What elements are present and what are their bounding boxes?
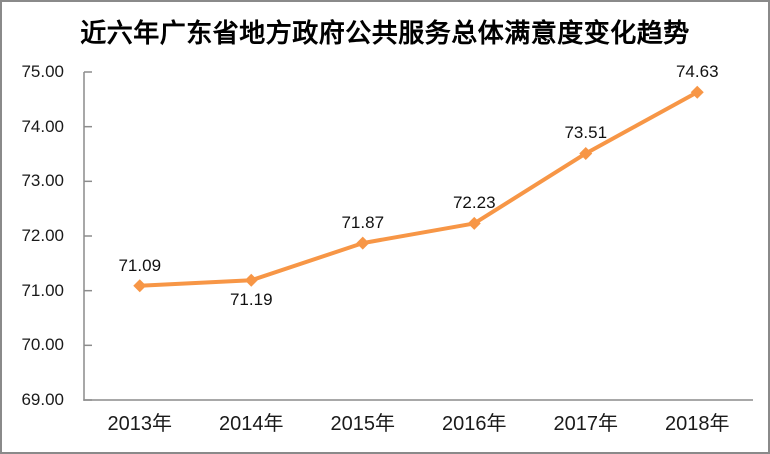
diamond-marker-icon: [579, 146, 593, 160]
diamond-marker-icon: [244, 273, 258, 287]
y-axis-tick-label: 70.00: [21, 335, 64, 355]
diamond-marker-icon: [467, 216, 481, 230]
x-axis-category-label: 2013年: [107, 413, 173, 435]
x-axis-category-label: 2014年: [219, 413, 284, 435]
x-axis-category-label: 2018年: [665, 413, 730, 435]
y-axis-tick-label: 69.00: [21, 390, 64, 409]
diamond-marker-icon: [356, 236, 370, 250]
chart-title: 近六年广东省地方政府公共服务总体满意度变化趋势: [80, 19, 690, 48]
data-label: 74.63: [675, 62, 719, 82]
x-axis-category-label: 2015年: [330, 413, 396, 435]
x-axis-category-label: 2017年: [553, 413, 619, 435]
y-axis-tick-label: 71.00: [21, 280, 64, 300]
y-axis-tick-label: 72.00: [21, 226, 64, 245]
x-axis-category-label: 2016年: [442, 413, 507, 435]
data-label: 73.51: [564, 123, 608, 143]
diamond-marker-icon: [133, 279, 147, 293]
y-axis-tick-label: 73.00: [21, 171, 64, 191]
data-label: 71.87: [341, 213, 385, 233]
y-axis-tick-label: 75.00: [21, 62, 64, 81]
series-line: [137, 90, 700, 288]
data-label: 72.23: [452, 193, 496, 213]
data-label: 71.19: [229, 290, 273, 310]
y-axis-tick-label: 74.00: [21, 116, 64, 136]
diamond-marker-icon: [690, 85, 704, 99]
data-label: 71.09: [118, 255, 162, 275]
